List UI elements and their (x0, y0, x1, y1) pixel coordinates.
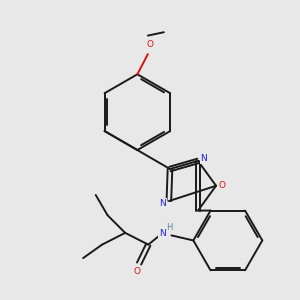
Text: N: N (160, 199, 166, 208)
Text: N: N (159, 229, 166, 238)
Text: O: O (134, 267, 140, 276)
Text: H: H (166, 223, 172, 232)
Text: O: O (219, 181, 226, 190)
Text: O: O (146, 40, 154, 49)
Text: N: N (200, 154, 207, 163)
